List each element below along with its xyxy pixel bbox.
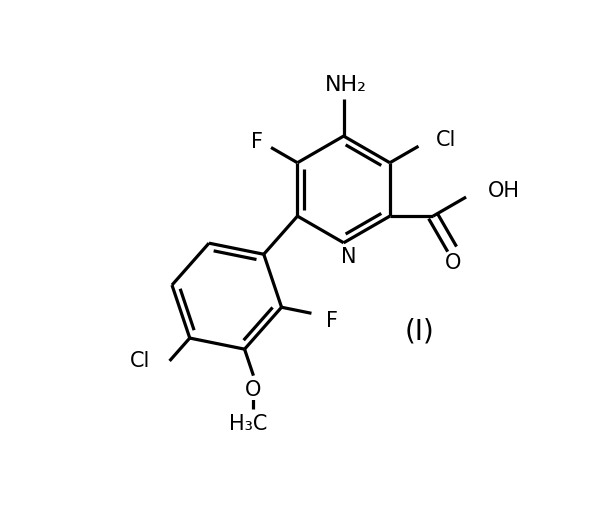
Text: Cl: Cl: [130, 351, 150, 371]
Text: O: O: [245, 380, 262, 400]
Text: F: F: [251, 132, 263, 152]
Text: O: O: [445, 253, 461, 273]
Text: OH: OH: [487, 181, 519, 201]
Text: Cl: Cl: [436, 130, 457, 150]
Text: F: F: [325, 311, 338, 331]
Text: H₃C: H₃C: [229, 414, 268, 434]
Text: NH₂: NH₂: [325, 75, 367, 95]
Text: N: N: [341, 247, 356, 267]
Text: (I): (I): [405, 318, 435, 346]
